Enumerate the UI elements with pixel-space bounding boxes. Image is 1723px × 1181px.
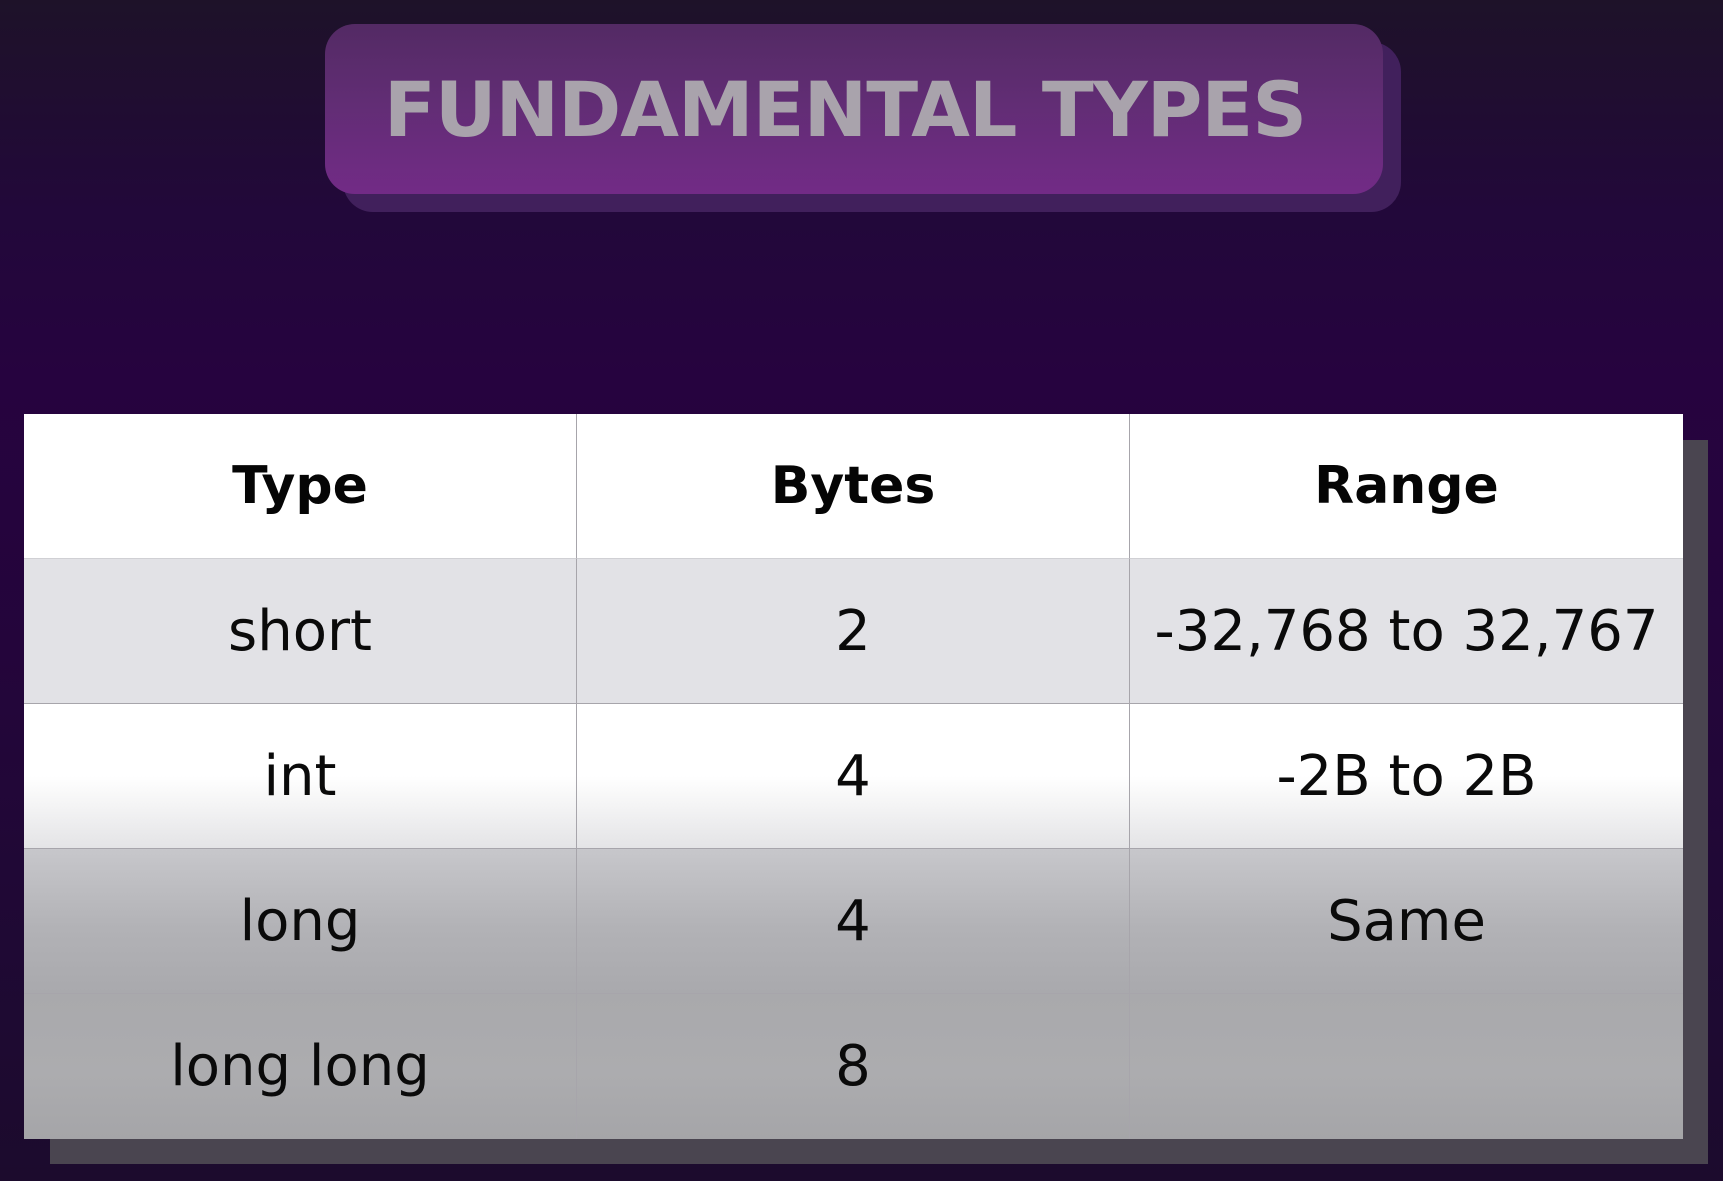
column-header-bytes: Bytes xyxy=(577,414,1130,559)
cell-range-int: -2B to 2B xyxy=(1130,704,1683,849)
column-header-range: Range xyxy=(1130,414,1683,559)
cell-bytes-long-long: 8 xyxy=(577,994,1130,1139)
cell-type-short: short xyxy=(24,559,577,704)
cell-bytes-int: 4 xyxy=(577,704,1130,849)
cell-range-long: Same xyxy=(1130,849,1683,994)
cell-bytes-short: 2 xyxy=(577,559,1130,704)
cell-range-long-long xyxy=(1130,994,1683,1139)
cell-type-int: int xyxy=(24,704,577,849)
fundamental-types-table: Type Bytes Range short 2 -32,768 to 32,7… xyxy=(24,414,1683,1139)
cell-type-long: long xyxy=(24,849,577,994)
cell-type-long-long: long long xyxy=(24,994,577,1139)
column-header-type: Type xyxy=(24,414,577,559)
page-title: FUNDAMENTAL TYPES xyxy=(383,64,1307,154)
cell-bytes-long: 4 xyxy=(577,849,1130,994)
title-banner: FUNDAMENTAL TYPES xyxy=(325,24,1383,194)
cell-range-short: -32,768 to 32,767 xyxy=(1130,559,1683,704)
